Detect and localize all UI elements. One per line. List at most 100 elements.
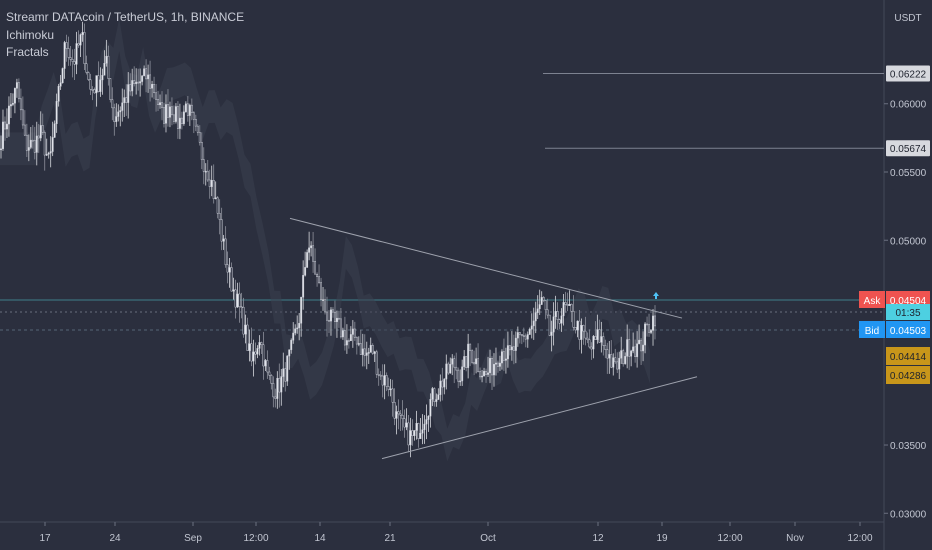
candle-body	[588, 339, 591, 348]
candle-body	[326, 311, 328, 321]
candle-body	[626, 339, 629, 357]
candle-body	[622, 350, 625, 365]
candle-body	[204, 170, 207, 173]
candle-body	[2, 121, 4, 150]
candle-body	[526, 334, 529, 340]
candle-body	[258, 342, 261, 349]
candle-body	[602, 336, 605, 346]
indicator-ichimoku[interactable]: Ichimoku	[6, 27, 55, 42]
candle-body	[640, 339, 643, 352]
candle-body	[135, 81, 138, 85]
candle-body	[244, 324, 247, 335]
candle-body	[129, 84, 132, 92]
candle-body	[153, 84, 156, 94]
candle-body	[163, 107, 165, 124]
candle-body	[282, 368, 285, 377]
candle-body	[79, 34, 82, 46]
candle-body	[167, 104, 169, 118]
candle-body	[399, 413, 402, 416]
candle-body	[548, 314, 551, 336]
candle-body	[528, 328, 531, 335]
candle-body	[469, 343, 472, 351]
candle-body	[49, 151, 52, 154]
candle-body	[75, 43, 78, 65]
candle-body	[616, 361, 619, 370]
candle-body	[314, 261, 317, 275]
candle-body	[89, 79, 92, 90]
ask-price-label: 0.04504	[890, 296, 927, 307]
candle-body	[17, 82, 20, 100]
candle-body	[109, 78, 112, 100]
candle-body	[465, 356, 468, 368]
candle-body	[562, 302, 565, 317]
candle-body	[41, 125, 44, 133]
candle-body	[318, 276, 321, 283]
candle-body	[598, 329, 601, 343]
candle-body	[37, 135, 40, 139]
candle-body	[393, 401, 396, 419]
candle-body	[375, 351, 378, 375]
candle-body	[264, 360, 267, 367]
candle-body	[363, 348, 366, 356]
trendline-upper[interactable]	[289, 217, 683, 319]
candle-body	[61, 68, 64, 84]
candle-body	[532, 320, 535, 327]
candle-body	[510, 346, 513, 351]
candle-body	[477, 358, 480, 372]
candle-body	[97, 75, 100, 92]
candle-body	[302, 275, 305, 298]
candle-body	[216, 197, 219, 214]
candle-body	[6, 123, 8, 130]
candle-body	[459, 380, 462, 383]
candle-body	[220, 219, 223, 242]
y-tick-label: 0.06000	[890, 100, 927, 111]
candle-body	[260, 342, 263, 345]
candle-body	[479, 371, 482, 378]
candle-body	[87, 72, 90, 80]
candle-body	[606, 349, 609, 359]
candle-body	[159, 102, 161, 105]
candle-body	[332, 309, 334, 313]
candle-body	[117, 111, 120, 117]
candle-body	[560, 315, 563, 324]
candle-body	[538, 304, 541, 310]
indicator-fractals[interactable]: Fractals	[6, 45, 49, 59]
candle-body	[576, 320, 579, 331]
candle-body	[238, 293, 241, 307]
candle-body	[147, 74, 150, 80]
candle-body	[423, 423, 426, 430]
bid-price-label: 0.04503	[890, 326, 927, 337]
candle-body	[103, 62, 106, 76]
candle-body	[415, 423, 418, 431]
candle-body	[592, 336, 595, 350]
candle-body	[69, 57, 72, 60]
candle-body	[443, 378, 446, 388]
candle-body	[226, 264, 229, 273]
candle-body	[447, 363, 450, 374]
candle-body	[367, 352, 370, 354]
candle-body	[149, 74, 152, 89]
y-tick-label: 0.03500	[890, 441, 927, 452]
candle-body	[131, 80, 134, 92]
candle-body	[405, 422, 408, 428]
candle-body	[312, 245, 315, 262]
candle-body	[274, 396, 277, 399]
trendline-lower[interactable]	[381, 376, 698, 460]
x-tick-label: 17	[39, 533, 51, 544]
candle-body	[310, 245, 313, 249]
y-tick-label: 0.05000	[890, 236, 927, 247]
candle-body	[403, 418, 406, 428]
level-price-label: 0.04414	[890, 352, 927, 363]
candle-body	[433, 388, 436, 402]
candle-body	[39, 125, 42, 139]
candle-body	[487, 372, 489, 375]
candle-body	[620, 350, 623, 359]
candle-body	[250, 343, 253, 362]
candle-body	[190, 104, 193, 113]
x-tick-label: 14	[314, 533, 326, 544]
candle-body	[502, 351, 505, 361]
candle-body	[339, 318, 342, 338]
candle-body	[286, 355, 289, 382]
